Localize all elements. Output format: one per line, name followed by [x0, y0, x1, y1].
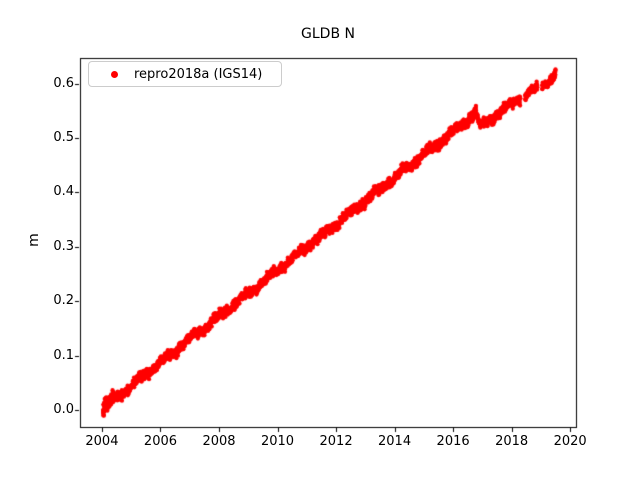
x-tick-label: 2006 — [143, 434, 178, 449]
x-tick-label: 2014 — [378, 434, 412, 449]
y-tick-label: 0.4 — [53, 184, 74, 200]
legend-label: repro2018a (IGS14) — [134, 66, 263, 82]
y-tick-label: 0.0 — [53, 402, 74, 418]
x-tick-label: 2016 — [436, 434, 470, 449]
chart-title: GLDB N — [301, 26, 355, 42]
y-tick-label: 0.3 — [53, 238, 74, 254]
x-tick-label: 2012 — [319, 434, 353, 449]
legend: repro2018a (IGS14) — [88, 61, 282, 87]
y-tick-label: 0.1 — [53, 347, 74, 363]
x-tick-label: 2010 — [260, 434, 295, 449]
y-tick-label: 0.2 — [53, 293, 74, 309]
x-tick-label: 2020 — [553, 434, 587, 449]
y-tick-label: 0.5 — [53, 130, 74, 145]
x-tick-label: 2008 — [202, 434, 236, 449]
legend-marker-dot — [111, 70, 118, 78]
y-tick-label: 0.6 — [53, 75, 74, 91]
x-tick-label: 2004 — [85, 434, 119, 449]
x-tick-label: 2018 — [495, 434, 529, 449]
